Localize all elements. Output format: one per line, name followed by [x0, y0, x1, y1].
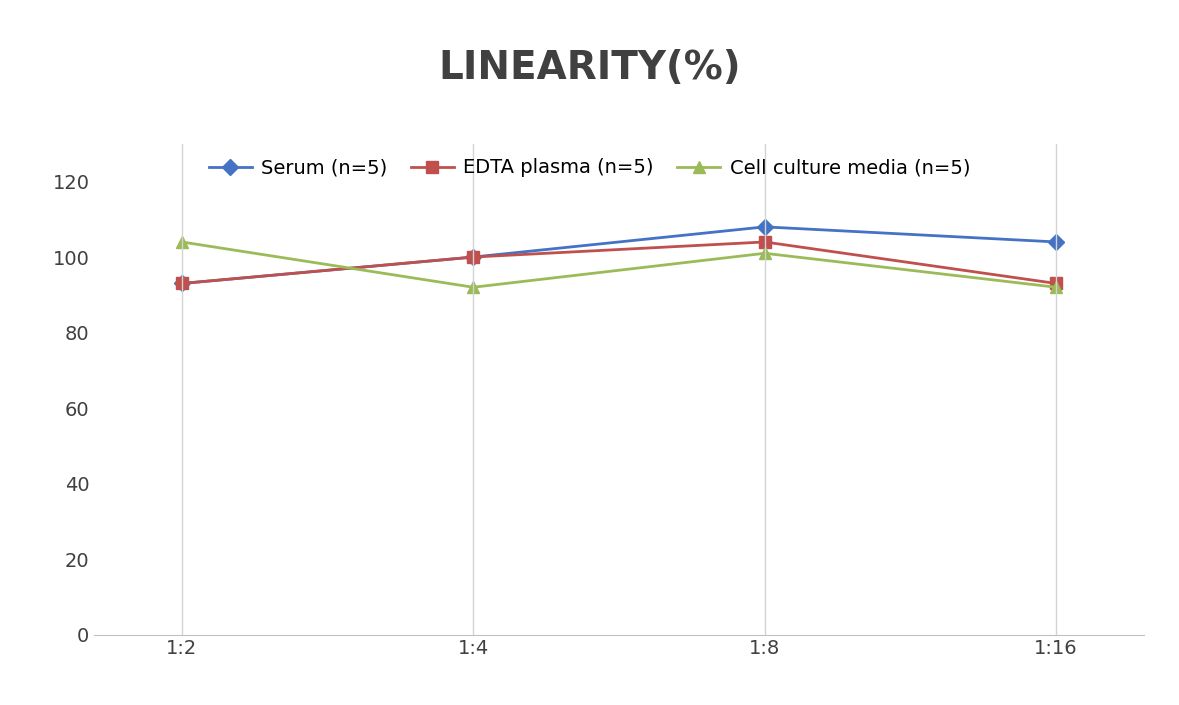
Serum (n=5)	[174, 279, 189, 288]
Serum (n=5)	[466, 253, 480, 262]
EDTA plasma (n=5)	[758, 238, 772, 246]
Line: Cell culture media (n=5): Cell culture media (n=5)	[176, 236, 1062, 293]
EDTA plasma (n=5)	[466, 253, 480, 262]
Serum (n=5)	[758, 223, 772, 231]
Text: LINEARITY(%): LINEARITY(%)	[439, 49, 740, 87]
EDTA plasma (n=5)	[174, 279, 189, 288]
Cell culture media (n=5)	[1049, 283, 1063, 291]
Line: Serum (n=5): Serum (n=5)	[176, 221, 1062, 289]
Cell culture media (n=5)	[174, 238, 189, 246]
EDTA plasma (n=5)	[1049, 279, 1063, 288]
Legend: Serum (n=5), EDTA plasma (n=5), Cell culture media (n=5): Serum (n=5), EDTA plasma (n=5), Cell cul…	[200, 151, 979, 185]
Cell culture media (n=5)	[758, 249, 772, 257]
Cell culture media (n=5)	[466, 283, 480, 291]
Line: EDTA plasma (n=5): EDTA plasma (n=5)	[176, 236, 1062, 289]
Serum (n=5)	[1049, 238, 1063, 246]
